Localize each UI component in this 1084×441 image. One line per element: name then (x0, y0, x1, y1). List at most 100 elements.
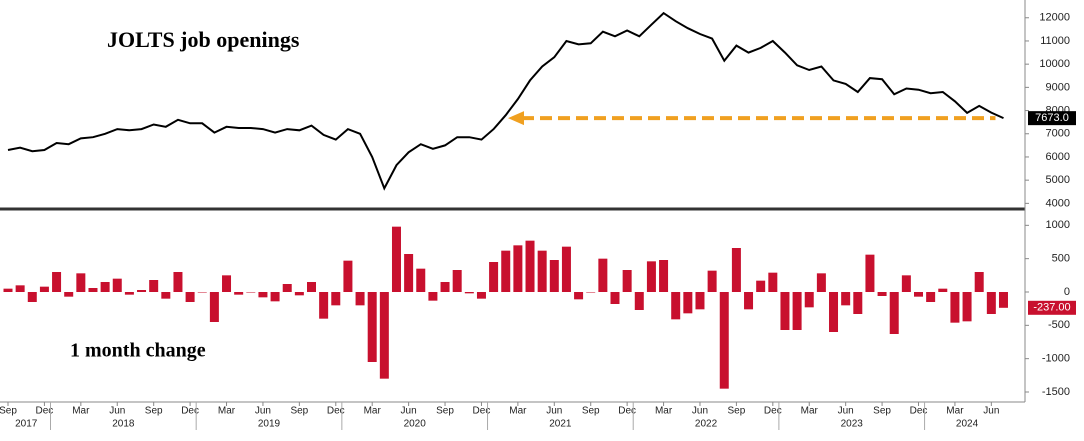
bar (258, 292, 268, 298)
bar (319, 292, 329, 319)
bar (197, 292, 207, 293)
year-label: 2019 (258, 419, 281, 430)
bar (307, 282, 316, 292)
x-tick-label: Sep (873, 406, 891, 417)
x-tick-label: Jun (109, 406, 125, 417)
bar (234, 292, 244, 295)
year-label: 2021 (549, 419, 572, 430)
bar (792, 292, 802, 330)
bar (501, 250, 511, 292)
bar (756, 280, 766, 292)
bar (914, 292, 923, 297)
y-tick-label: 12000 (1039, 12, 1070, 24)
bar (549, 260, 559, 292)
bar (974, 272, 984, 292)
x-tick-label: Mar (801, 406, 819, 417)
bar (452, 270, 462, 292)
year-label: 2023 (841, 419, 864, 430)
bar (282, 284, 292, 292)
bar (634, 292, 644, 310)
bar (744, 292, 754, 310)
bar (64, 292, 74, 297)
bar (15, 285, 25, 292)
bar (610, 292, 620, 304)
bar (464, 292, 474, 294)
bar (586, 292, 596, 293)
bar (950, 292, 960, 323)
annotation-arrowhead (508, 111, 524, 126)
bar (246, 292, 256, 293)
bar (804, 292, 814, 308)
bar (998, 292, 1008, 308)
value-label-box (1028, 111, 1076, 126)
x-tick-label: Jun (546, 406, 562, 417)
x-tick-label: Sep (145, 406, 163, 417)
bar (938, 288, 948, 292)
y-tick-label: 4000 (1046, 197, 1070, 209)
y-tick-label: 1000 (1046, 219, 1070, 231)
bar (112, 278, 122, 292)
x-tick-label: Sep (728, 406, 746, 417)
bar (161, 292, 171, 299)
bar (695, 292, 705, 310)
bar (853, 292, 863, 314)
y-tick-label: 500 (1052, 253, 1070, 265)
bar (513, 245, 523, 292)
y-tick-label: 10000 (1039, 58, 1070, 70)
x-tick-label: Mar (218, 406, 236, 417)
bar (137, 290, 147, 292)
bar (816, 273, 826, 292)
bar (525, 240, 535, 292)
value-label-box (1028, 300, 1076, 315)
x-tick-label: Mar (72, 406, 90, 417)
bar (537, 250, 547, 292)
data-line (7, 11, 1004, 191)
bar (598, 258, 608, 292)
bar (683, 292, 693, 314)
bar (780, 292, 790, 330)
x-tick-label: Jun (401, 406, 417, 417)
bar (659, 260, 669, 292)
x-tick-label: Dec (910, 406, 928, 417)
bar (768, 272, 778, 292)
x-tick-label: Jun (838, 406, 854, 417)
x-tick-label: Mar (509, 406, 527, 417)
x-tick-label: Jun (692, 406, 708, 417)
bar (404, 254, 414, 292)
x-tick-label: Mar (655, 406, 673, 417)
bar (901, 275, 911, 292)
bar (209, 292, 219, 322)
x-tick-label: Mar (364, 406, 382, 417)
bar (222, 275, 232, 292)
bar (88, 288, 98, 292)
bar (185, 292, 195, 302)
bar (476, 292, 486, 299)
x-tick-label: Jun (255, 406, 271, 417)
bar (173, 272, 183, 292)
bar (379, 292, 389, 379)
bar (270, 292, 280, 302)
x-tick-label: Mar (946, 406, 964, 417)
year-label: 2020 (404, 419, 427, 430)
bar (294, 292, 304, 296)
bar (889, 292, 899, 334)
year-label: 2022 (695, 419, 718, 430)
x-tick-label: Sep (582, 406, 600, 417)
bar (671, 292, 681, 320)
bar (355, 292, 365, 306)
y-tick-label: 0 (1064, 286, 1070, 298)
bar (561, 246, 571, 292)
y-tick-label: 9000 (1046, 81, 1070, 93)
chart-title: 1 month change (70, 340, 206, 362)
bar (622, 270, 632, 292)
bar (39, 286, 49, 292)
bar (416, 268, 426, 292)
value-label: -237.00 (1033, 302, 1070, 314)
bar (489, 262, 499, 292)
x-tick-label: Sep (0, 406, 17, 417)
value-label: 7673.0 (1035, 112, 1069, 124)
x-tick-label: Dec (36, 406, 54, 417)
x-tick-label: Sep (436, 406, 454, 417)
x-tick-label: Dec (764, 406, 782, 417)
